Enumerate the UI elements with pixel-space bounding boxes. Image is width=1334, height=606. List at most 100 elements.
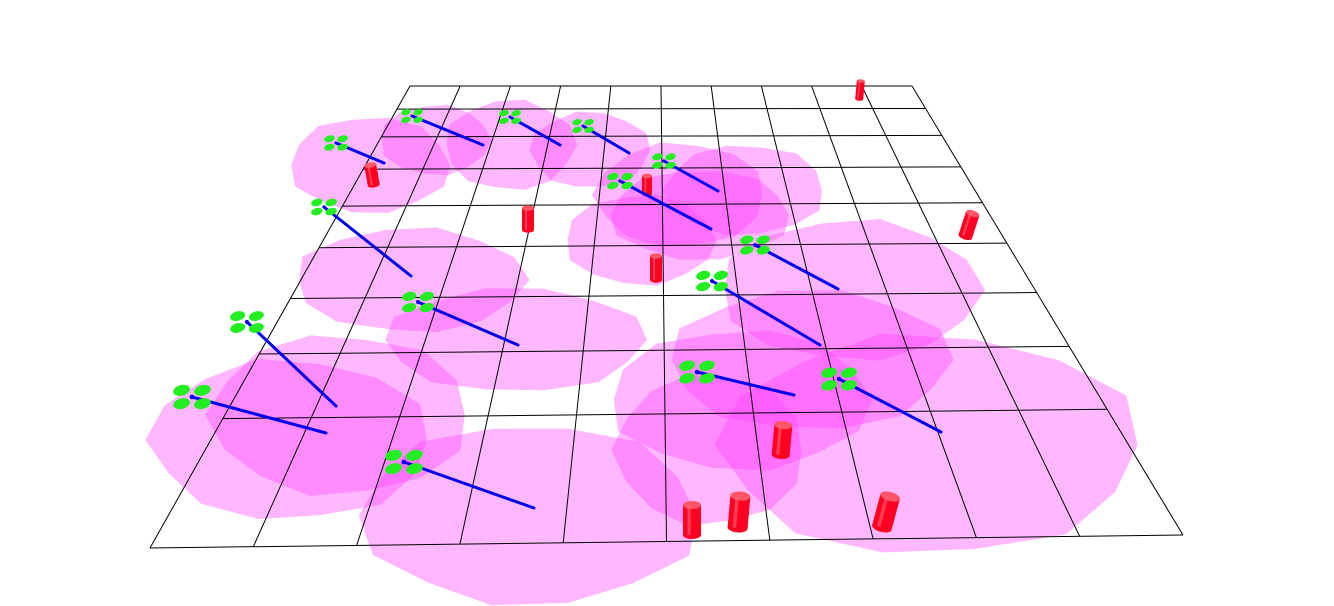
- rotor-icon: [401, 116, 411, 124]
- drone-tether-line: [753, 243, 840, 291]
- drone-quadcopter-icon: [607, 172, 713, 231]
- rotor-icon: [248, 323, 264, 333]
- coverage-area: [613, 330, 873, 471]
- rotor-icon: [230, 323, 246, 333]
- rotor-icon: [173, 384, 190, 396]
- drone-quadcopter-icon: [821, 367, 943, 434]
- rotor-icon: [698, 360, 715, 371]
- rotor-icon: [402, 291, 417, 302]
- obstacle-cylinder-icon: [727, 491, 751, 533]
- grid-line: [811, 85, 977, 538]
- ground-grid: [149, 85, 1184, 549]
- rotor-icon: [607, 181, 619, 190]
- rotor-icon: [740, 235, 754, 245]
- rotor-icon: [572, 126, 582, 134]
- rotor-icon: [679, 360, 696, 371]
- rotor-icon: [607, 172, 619, 181]
- drone-quadcopter-icon: [652, 153, 720, 193]
- rotor-icon: [652, 153, 663, 161]
- rotor-icon: [406, 449, 423, 461]
- grid-line: [222, 408, 1108, 420]
- coverage-area: [446, 99, 578, 190]
- drone-quadcopter-icon: [402, 291, 520, 347]
- grid-line: [861, 85, 1081, 537]
- rotor-icon: [713, 270, 728, 281]
- rotor-icon: [419, 291, 434, 302]
- rotor-icon: [324, 143, 335, 151]
- obstacle-cylinder-icon: [958, 209, 980, 241]
- rotor-icon: [194, 398, 211, 410]
- rotor-icon: [311, 198, 323, 207]
- drone-quadcopter-icon: [401, 108, 485, 147]
- rotor-icon: [406, 463, 423, 475]
- rotor-icon: [621, 181, 633, 190]
- drone-tether-line: [710, 279, 822, 347]
- rotor-icon: [401, 108, 411, 116]
- obstacle-layer: [364, 79, 980, 540]
- rotor-icon: [584, 126, 594, 134]
- coverage-area: [382, 104, 492, 176]
- obstacle-cylinder-icon: [522, 205, 534, 233]
- rotor-icon: [840, 380, 857, 391]
- rotor-icon: [696, 270, 711, 281]
- grid-line: [381, 134, 942, 138]
- rotor-icon: [337, 143, 348, 151]
- rotor-icon: [325, 198, 337, 207]
- rotor-icon: [230, 311, 246, 321]
- drone-layer: [173, 108, 943, 510]
- coverage-area: [725, 219, 986, 361]
- rotor-icon: [419, 302, 434, 313]
- coverage-area: [145, 358, 427, 520]
- grid-line: [760, 85, 874, 540]
- obstacle-cylinder-icon: [771, 420, 793, 460]
- grid-line: [562, 85, 612, 543]
- rotor-icon: [756, 235, 770, 245]
- rotor-icon: [248, 311, 264, 321]
- rotor-icon: [413, 116, 423, 124]
- rotor-icon: [499, 117, 509, 125]
- rotor-icon: [740, 245, 754, 255]
- drone-tether-line: [410, 114, 485, 147]
- drone-quadcopter-icon: [740, 235, 840, 291]
- drone-quadcopter-icon: [385, 449, 536, 510]
- drone-quadcopter-icon: [679, 360, 796, 397]
- grid-line: [459, 85, 562, 545]
- rotor-icon: [665, 153, 676, 161]
- rotor-icon: [311, 207, 323, 216]
- rotor-icon: [194, 384, 211, 396]
- rotor-icon: [324, 135, 335, 143]
- rotor-icon: [385, 463, 402, 475]
- obstacle-cylinder-icon: [364, 162, 380, 188]
- drone-tether-line: [837, 377, 943, 434]
- coverage-area: [714, 333, 1138, 553]
- rotor-icon: [402, 302, 417, 313]
- rotor-icon: [713, 281, 728, 292]
- drone-tether-line: [416, 300, 520, 347]
- grid-line: [356, 85, 511, 546]
- rotor-icon: [413, 108, 423, 116]
- rotor-icon: [840, 367, 857, 378]
- coverage-area: [299, 227, 530, 333]
- rotor-icon: [821, 380, 838, 391]
- rotor-icon: [325, 207, 337, 216]
- drone-quadcopter-icon: [572, 118, 631, 155]
- obstacle-cylinder-icon: [872, 491, 900, 533]
- grid-line: [318, 242, 1007, 249]
- grid-line: [710, 85, 771, 541]
- drone-quadcopter-icon: [311, 198, 413, 278]
- obstacle-cylinder-icon: [650, 253, 662, 283]
- rotor-icon: [821, 367, 838, 378]
- grid-line: [396, 107, 926, 110]
- rotor-icon: [621, 172, 633, 181]
- drone-tether-line: [322, 205, 413, 278]
- grid-line: [149, 534, 1184, 549]
- rotor-icon: [511, 117, 521, 125]
- rotor-icon: [572, 118, 582, 126]
- grid-line: [252, 85, 461, 547]
- rotor-icon: [679, 373, 696, 384]
- grid-line: [259, 345, 1070, 355]
- obstacle-cylinder-icon: [683, 500, 701, 540]
- grid-line: [911, 85, 1184, 536]
- drone-tether-line: [402, 460, 536, 510]
- rotor-icon: [696, 281, 711, 292]
